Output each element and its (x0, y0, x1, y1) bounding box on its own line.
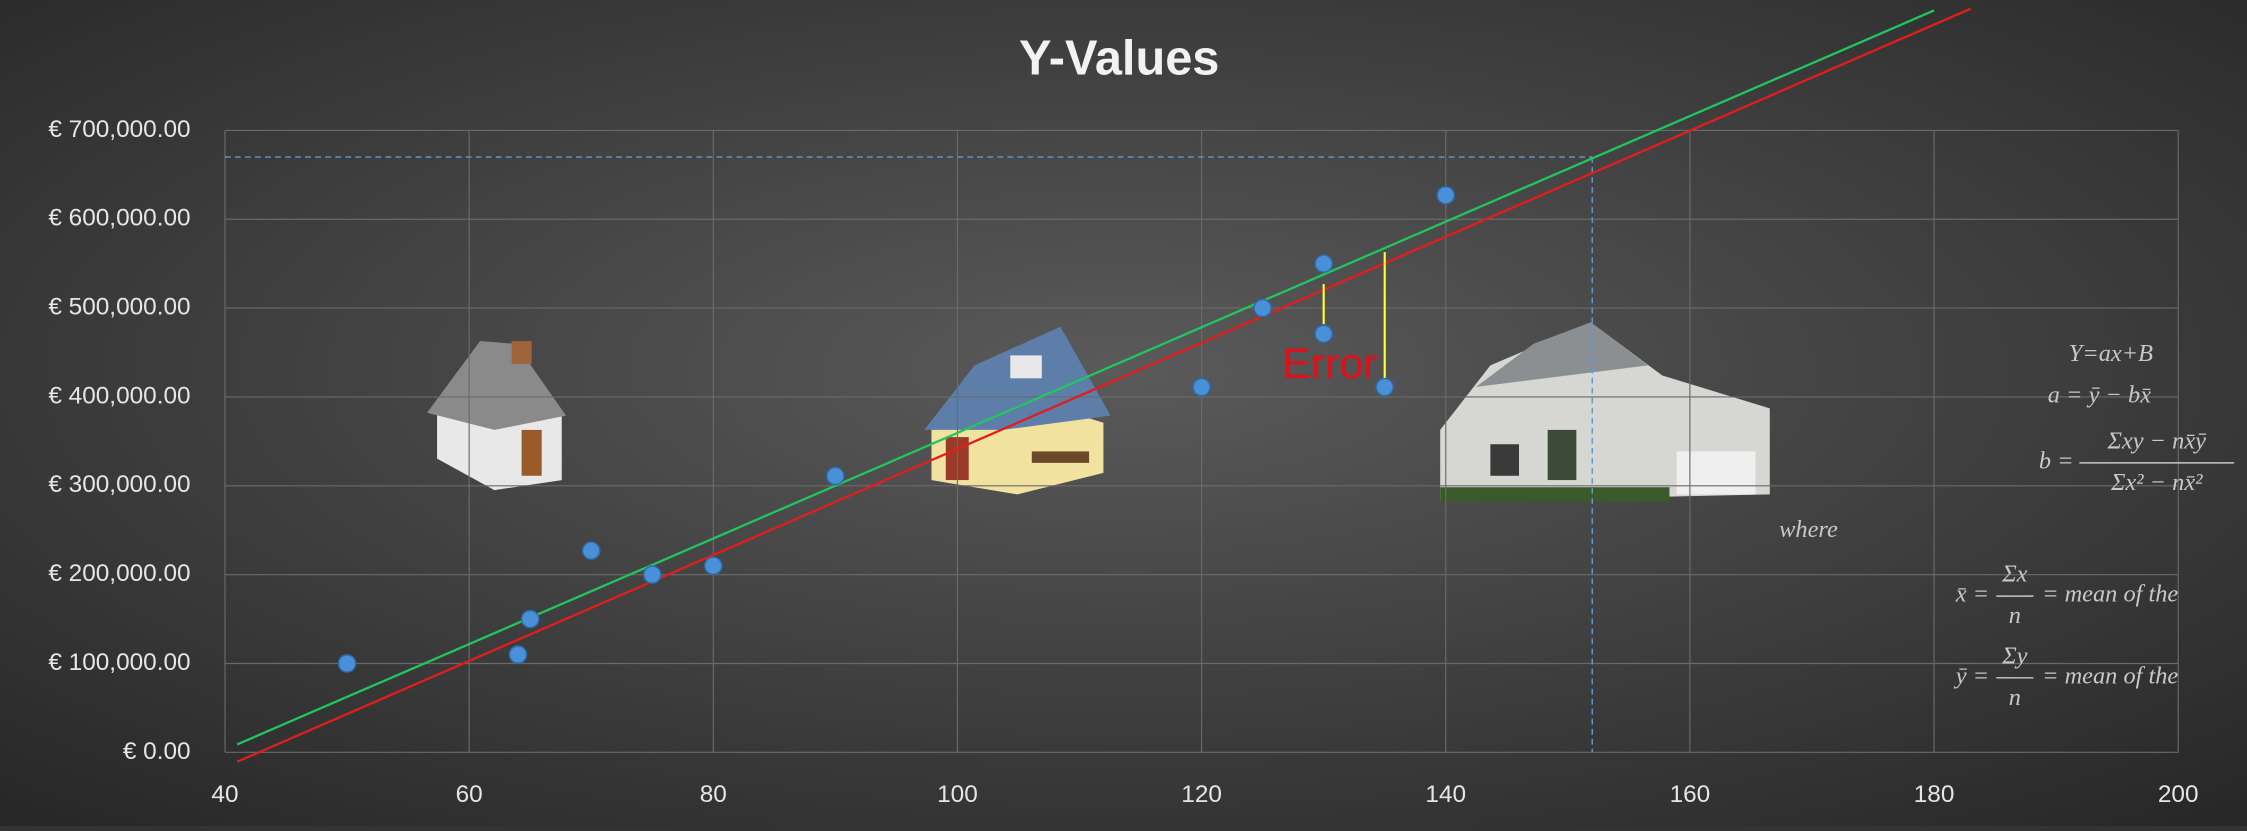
formula: Σx² − nx̄² (2110, 469, 2203, 496)
x-tick-label: 140 (1425, 781, 1466, 808)
formula: n (2009, 684, 2021, 711)
point (644, 566, 661, 583)
y-tick-label: € 100,000.00 (48, 649, 190, 676)
formula: ȳ = (1954, 662, 1989, 689)
x-tick-label: 160 (1670, 781, 1711, 808)
x-tick-label: 40 (211, 781, 238, 808)
formula: where (1779, 516, 1838, 543)
chart-title: Y-Values (1019, 31, 1219, 85)
x-tick-label: 200 (2158, 781, 2199, 808)
point (1376, 379, 1393, 396)
formula: = mean of the (2042, 662, 2178, 689)
x-tick-label: 60 (456, 781, 483, 808)
point (522, 610, 539, 627)
point (1193, 379, 1210, 396)
formula: b = (2039, 447, 2074, 474)
y-tick-label: € 400,000.00 (48, 382, 190, 409)
formula: Σx (2001, 561, 2027, 588)
formula: Y=ax+B (2069, 340, 2153, 367)
formula: Σy (2001, 642, 2027, 669)
x-tick-label: 80 (700, 781, 727, 808)
y-tick-label: € 0.00 (123, 738, 191, 765)
point (1254, 300, 1271, 317)
point (338, 655, 355, 672)
y-tick-label: € 500,000.00 (48, 294, 190, 321)
point (1437, 187, 1454, 204)
formula: x̄ = (1955, 581, 1989, 608)
formula: a = ȳ − bx̄ (2048, 382, 2151, 409)
formula: n (2009, 602, 2021, 629)
y-tick-label: € 200,000.00 (48, 560, 190, 587)
x-tick-label: 120 (1181, 781, 1222, 808)
formula: Σxy − nx̄ȳ (2106, 427, 2207, 454)
x-tick-label: 100 (937, 781, 978, 808)
y-tick-label: € 300,000.00 (48, 471, 190, 498)
y-tick-label: € 600,000.00 (48, 205, 190, 232)
formula: = mean of the (2042, 581, 2178, 608)
point (509, 646, 526, 663)
point (827, 467, 844, 484)
y-tick-label: € 700,000.00 (48, 116, 190, 143)
x-tick-label: 180 (1914, 781, 1955, 808)
point (1315, 255, 1332, 272)
point (1315, 325, 1332, 342)
chart: Y-Values € 0.00 € 100,000.00 € 200,000.00 €… (0, 0, 2247, 826)
point (705, 557, 722, 574)
error-label: Error (1282, 340, 1378, 388)
page: Y-Values € 0.00 € 100,000.00 € 200,000.00 €… (0, 0, 2247, 826)
point (583, 542, 600, 559)
